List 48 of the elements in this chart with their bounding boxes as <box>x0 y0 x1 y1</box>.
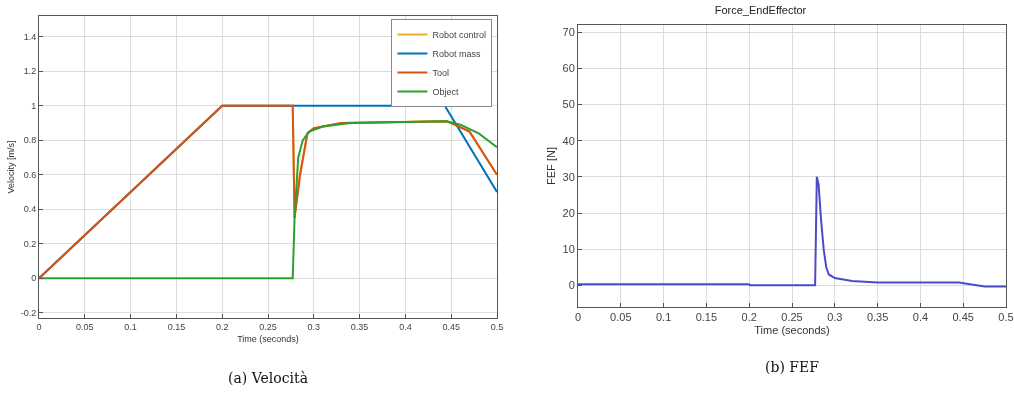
x-tick-label: 0.5 <box>998 311 1014 324</box>
legend-label: Robot control <box>432 30 486 41</box>
x-tick-label: 0.2 <box>741 311 757 324</box>
y-tick-label: 30 <box>562 170 575 183</box>
x-tick-label: 0.15 <box>695 311 718 324</box>
x-tick-label: 0.45 <box>442 321 460 332</box>
x-tick-label: 0.05 <box>76 321 94 332</box>
y-tick-label: 0.4 <box>23 204 37 215</box>
y-tick-label: -0.2 <box>20 307 37 318</box>
x-tick-label: 0.3 <box>307 321 321 332</box>
y-tick-label: 0.2 <box>23 238 37 249</box>
legend-label: Robot mass <box>432 49 481 60</box>
x-tick-label: 0.05 <box>610 311 632 324</box>
y-tick-label: 0 <box>31 273 37 284</box>
y-tick-label: 0.8 <box>23 135 37 146</box>
x-tick-label: 0.5 <box>490 321 504 332</box>
x-tick-label: 0.1 <box>655 311 672 324</box>
text: (b) FEF <box>765 359 820 375</box>
y-tick-label: 40 <box>562 134 575 147</box>
text: (a) Velocità <box>228 370 309 386</box>
x-tick-label: 0.1 <box>124 321 137 332</box>
y-tick-label: 1.2 <box>23 66 37 77</box>
x-axis-title: Time (seconds) <box>754 324 830 337</box>
y-tick-label: 0.6 <box>23 169 37 180</box>
x-tick-label: 0.25 <box>781 311 803 324</box>
x-tick-label: 0.45 <box>952 311 974 324</box>
y-axis-title: Velocity [m/s] <box>6 140 17 194</box>
y-tick-label: 1 <box>31 100 37 111</box>
x-tick-label: 0.35 <box>866 311 889 324</box>
x-axis-title: Time (seconds) <box>237 333 299 344</box>
y-axis-title: FEF [N] <box>545 147 558 185</box>
x-tick-label: 0.25 <box>259 321 277 332</box>
y-tick-label: 60 <box>562 62 575 75</box>
x-tick-label: 0.35 <box>350 321 369 332</box>
y-tick-label: 10 <box>562 243 575 255</box>
y-tick-label: 1.4 <box>23 31 37 42</box>
x-tick-label: 0.2 <box>215 321 229 332</box>
legend-label: Object <box>432 87 459 98</box>
y-tick-label: 50 <box>562 98 575 111</box>
y-tick-label: 70 <box>562 26 575 39</box>
y-tick-label: 20 <box>562 206 575 219</box>
x-tick-label: 0.3 <box>827 311 843 324</box>
chart-title: Force_EndEffector <box>714 3 807 16</box>
y-tick-label: 0 <box>568 279 575 292</box>
legend-label: Tool <box>432 68 449 79</box>
x-tick-label: 0.4 <box>912 311 929 324</box>
x-tick-label: 0.15 <box>167 321 186 332</box>
x-tick-label: 0.4 <box>399 321 412 332</box>
